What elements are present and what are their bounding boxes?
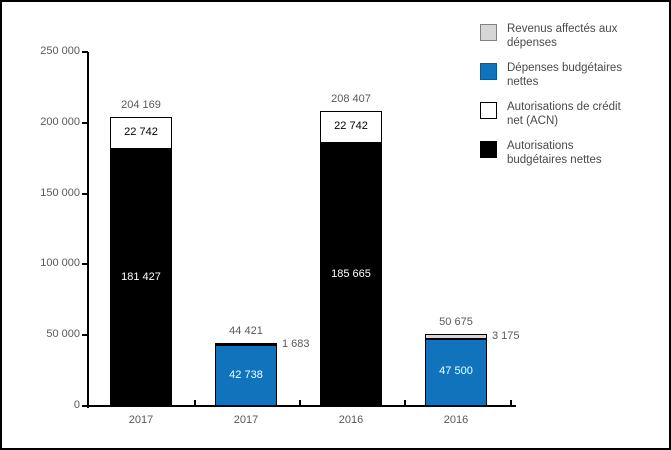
y-axis-tick-label: 250 000 — [40, 45, 80, 57]
bar-segment-value-label: 22 742 — [334, 119, 368, 132]
legend-item: Autorisations de crédit net (ACN) — [480, 100, 657, 128]
bar-total-label: 50 675 — [439, 316, 473, 329]
bar-segment-value-label: 42 738 — [229, 368, 263, 381]
bar-total-label: 204 169 — [121, 98, 161, 111]
legend-item: Revenus affectés aux dépenses — [480, 22, 657, 50]
x-axis-tick — [298, 400, 301, 406]
bar-segment-black — [110, 149, 172, 406]
legend-item-label: Dépenses budgétaires nettes — [507, 62, 623, 88]
legend-swatch-gray — [480, 24, 497, 41]
bar-segment-value-label: 47 500 — [439, 365, 473, 378]
y-axis-tick — [82, 334, 88, 337]
chart-legend: Revenus affectés aux dépenses Dépenses bu… — [480, 22, 657, 178]
bar-segment-gray — [215, 343, 277, 346]
legend-item-label: Autorisations budgétaires nettes — [507, 140, 602, 166]
legend-swatch-black — [480, 141, 497, 158]
y-axis-tick-label: 100 000 — [40, 257, 80, 270]
legend-item-label: Revenus affectés aux dépenses — [507, 23, 618, 49]
bar-segment-white — [320, 110, 382, 144]
x-axis-tick — [510, 400, 512, 406]
bar-segment-blue — [425, 338, 487, 406]
bar-segment-white — [110, 116, 172, 150]
bar-segment-value-label: 22 742 — [124, 125, 158, 138]
y-axis-tick — [82, 405, 88, 407]
x-axis-category-label: 2016 — [443, 414, 469, 426]
x-axis-category-label: 2017 — [128, 414, 154, 426]
y-axis-tick-label: 150 000 — [40, 186, 80, 199]
bar-segment-callout-label: 1 683 — [282, 338, 310, 351]
x-axis-category-label: 2016 — [338, 414, 364, 426]
y-axis-tick — [82, 263, 88, 266]
y-axis-tick — [82, 51, 88, 53]
y-axis-tick-label: 0 — [73, 399, 80, 411]
bar-total-label: 208 407 — [331, 92, 371, 105]
bar-segment-value-label: 185 665 — [331, 267, 371, 280]
legend-swatch-blue — [480, 63, 497, 80]
x-axis-tick — [193, 400, 196, 406]
y-axis-tick — [82, 192, 88, 195]
y-axis-tick-label: 50 000 — [46, 328, 80, 341]
y-axis-line — [87, 52, 89, 408]
x-axis-category-label: 2017 — [233, 414, 259, 426]
y-axis-tick — [82, 121, 88, 124]
legend-item: Autorisations budgétaires nettes — [480, 139, 657, 167]
x-axis-tick — [403, 400, 406, 406]
legend-item: Dépenses budgétaires nettes — [480, 61, 657, 89]
legend-item-label: Autorisations de crédit net (ACN) — [507, 101, 621, 127]
bar-segment-blue — [215, 345, 277, 406]
legend-swatch-white — [480, 102, 497, 119]
x-axis-line — [87, 405, 516, 407]
bar-segment-value-label: 181 427 — [121, 270, 161, 283]
y-axis-tick-label: 200 000 — [40, 115, 80, 128]
bar-segment-callout-label: 3 175 — [492, 330, 520, 343]
bar-total-label: 44 421 — [229, 325, 263, 338]
bar-segment-gray — [425, 334, 487, 339]
bar-segment-black — [320, 143, 382, 406]
